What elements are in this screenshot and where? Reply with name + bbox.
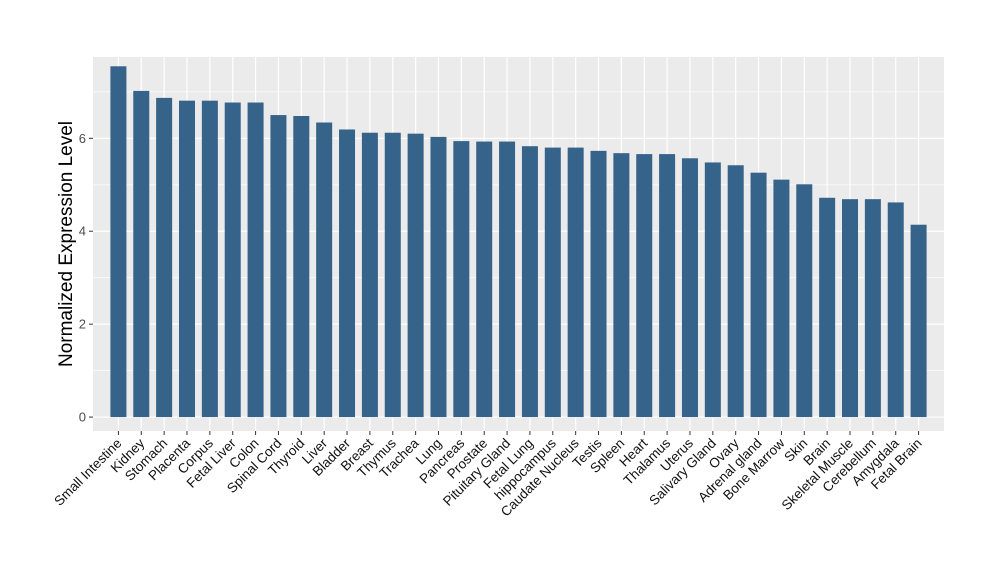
y-tick-label: 4 <box>79 224 86 239</box>
bar <box>681 158 698 418</box>
bar <box>567 147 584 418</box>
bar <box>361 132 378 418</box>
bar <box>293 116 310 418</box>
bar <box>796 184 813 418</box>
bar <box>110 66 127 418</box>
y-tick-label: 6 <box>79 131 86 146</box>
bar <box>133 90 150 418</box>
bar <box>156 97 173 418</box>
bar <box>521 146 538 418</box>
bar <box>178 100 195 418</box>
bar <box>887 202 904 418</box>
plot-panel <box>93 57 944 431</box>
bar <box>613 153 630 418</box>
bar <box>842 199 859 418</box>
bar <box>704 162 721 418</box>
bar <box>316 122 333 418</box>
bar <box>499 141 516 418</box>
y-axis-label: Normalized Expression Level <box>56 121 77 367</box>
bars <box>110 66 927 418</box>
x-tick-label: Small Intestine <box>51 436 124 509</box>
bar <box>270 115 287 418</box>
bar <box>407 133 424 418</box>
bar <box>247 102 264 418</box>
bar <box>773 179 790 418</box>
bar <box>727 165 744 418</box>
bar <box>453 141 470 418</box>
bar <box>659 154 676 418</box>
bar <box>201 100 218 418</box>
bar <box>430 136 447 418</box>
bar <box>476 141 493 418</box>
bar <box>910 224 927 418</box>
bar <box>750 172 767 418</box>
bar <box>864 199 881 418</box>
y-tick-label: 0 <box>79 410 86 425</box>
y-axis: 0 2 4 6 <box>79 131 93 425</box>
x-axis: Small IntestineKidneyStomachPlacentaCorp… <box>51 431 925 519</box>
bar <box>544 147 561 418</box>
bar <box>224 102 241 418</box>
bar <box>384 132 401 418</box>
bar <box>339 129 356 418</box>
bar <box>819 197 836 418</box>
bar <box>590 150 607 418</box>
y-tick-label: 2 <box>79 317 86 332</box>
bar <box>636 154 653 418</box>
